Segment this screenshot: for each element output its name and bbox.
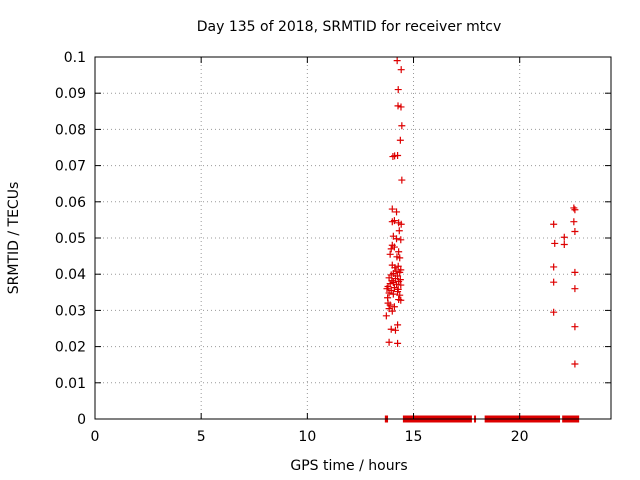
y-tick-label: 0.04 (55, 267, 86, 283)
y-tick-label: 0.05 (55, 231, 86, 247)
axis-ticks: 0 0.01 0.02 0.03 0.04 0.05 0.06 0.07 0.08 0.09 0.1… (55, 50, 611, 445)
data-point (571, 360, 579, 368)
data-point (393, 208, 401, 216)
data-point (397, 103, 405, 111)
data-point (395, 248, 403, 256)
data-point (571, 268, 579, 276)
data-point (387, 245, 395, 253)
data-point (398, 176, 406, 184)
data-point (394, 151, 402, 159)
data-point (560, 241, 568, 249)
data-point (551, 239, 559, 247)
data-point (571, 285, 579, 293)
x-tick-label: 5 (197, 429, 206, 445)
data-point (386, 250, 394, 258)
data-point (560, 233, 568, 241)
data-point (389, 290, 397, 298)
y-tick-label: 0.06 (55, 195, 86, 211)
data-point (396, 291, 404, 299)
y-tick-label: 0.09 (55, 86, 86, 102)
data-point (389, 153, 397, 161)
y-tick-label: 0.03 (55, 303, 86, 319)
data-point (385, 289, 393, 297)
data-point (394, 321, 402, 329)
data-point (550, 220, 558, 228)
y-tick-label: 0.1 (64, 50, 86, 66)
x-tick-label: 20 (511, 429, 529, 445)
x-axis-label: GPS time / hours (290, 458, 407, 474)
data-point (394, 288, 402, 296)
data-point (550, 308, 558, 316)
data-point (397, 296, 405, 304)
data-point (396, 268, 404, 276)
data-point (394, 262, 402, 270)
y-tick-label: 0.07 (55, 159, 86, 175)
x-tick-label: 15 (405, 429, 423, 445)
x-tick-label: 10 (298, 429, 316, 445)
data-point (397, 281, 405, 289)
data-point (397, 220, 405, 228)
data-point (393, 235, 401, 243)
y-axis-label: SRMTID / TECUs (6, 182, 22, 295)
data-point (385, 338, 393, 346)
data-point (394, 102, 402, 110)
y-tick-label: 0.02 (55, 340, 86, 356)
plot-frame (94, 56, 612, 420)
data-point (571, 206, 579, 214)
data-point (396, 254, 404, 262)
data-point (396, 136, 404, 144)
data-point (571, 323, 579, 331)
data-point (386, 301, 394, 309)
data-point (383, 285, 391, 293)
data-point (382, 312, 390, 320)
grid-lines (95, 57, 611, 419)
data-point (550, 263, 558, 271)
y-tick-label: 0 (77, 412, 86, 428)
data-point (394, 86, 402, 94)
data-point (391, 264, 399, 272)
y-tick-label: 0.08 (55, 122, 86, 138)
data-point (388, 307, 396, 315)
data-points (382, 57, 580, 423)
x-tick-label: 0 (91, 429, 100, 445)
data-point (387, 325, 395, 333)
data-point (388, 205, 396, 213)
data-point (398, 122, 406, 130)
data-point (388, 218, 396, 226)
data-point (571, 227, 579, 235)
data-point (570, 204, 578, 212)
data-point (570, 218, 578, 226)
data-point (394, 339, 402, 347)
data-point (395, 227, 403, 235)
data-point (397, 236, 405, 244)
data-point (550, 278, 558, 286)
data-point (390, 303, 398, 311)
data-point (393, 57, 401, 65)
data-point (397, 66, 405, 74)
chart-title: Day 135 of 2018, SRMTID for receiver mtc… (197, 19, 502, 35)
y-tick-label: 0.01 (55, 376, 86, 392)
data-point (391, 326, 399, 334)
